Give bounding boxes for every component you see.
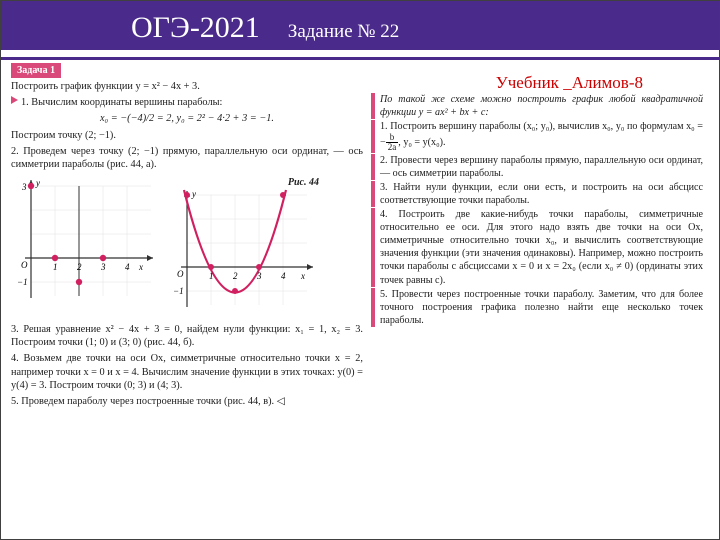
svg-text:y: y	[191, 189, 196, 199]
svg-text:−1: −1	[173, 286, 184, 296]
triangle-bullet-icon	[11, 96, 18, 104]
slide-header: ОГЭ-2021 Задание № 22	[1, 1, 719, 57]
task-label-badge: Задача 1	[11, 63, 61, 78]
svg-text:−1: −1	[17, 277, 28, 287]
svg-text:O: O	[21, 260, 28, 270]
svg-text:x: x	[138, 262, 143, 272]
figure-44-label: Рис. 44	[288, 176, 327, 189]
step4: 4. Возьмем две точки на оси Ox, симметри…	[11, 352, 363, 393]
step1-lead: 1. Вычислим координаты вершины параболы:	[11, 96, 363, 110]
title-main: ОГЭ-2021	[131, 11, 260, 45]
figure-44a: 3 −1 O 1 2 3 4 x y	[11, 176, 161, 316]
step3: 3. Решая уравнение x² − 4x + 3 = 0, найд…	[11, 323, 363, 350]
svg-text:3: 3	[100, 262, 106, 272]
step5: 5. Проведем параболу через построенные т…	[11, 395, 363, 409]
header-underline	[1, 57, 719, 60]
pink-bar-icon	[371, 288, 375, 327]
right-intro: По такой же схеме можно построить график…	[380, 93, 703, 119]
pink-bar-icon	[371, 181, 375, 207]
svg-text:O: O	[177, 269, 184, 279]
right-step5: 5. Провести через построенные точки пара…	[380, 288, 703, 327]
right-step1: 1. Построить вершину параболы (x₀; y₀), …	[380, 120, 703, 152]
textbook-reference: Учебник _Алимов-8	[496, 73, 643, 93]
figures-row: 3 −1 O 1 2 3 4 x y Рис. 44	[11, 176, 363, 319]
svg-text:y: y	[35, 178, 40, 188]
svg-text:2: 2	[77, 262, 82, 272]
right-column: По такой же схеме можно построить график…	[371, 63, 703, 410]
step1-formula: x₀ = −(−4)/2 = 2, y₀ = 2² − 4·2 + 3 = −1…	[11, 112, 363, 126]
right-step4: 4. Построить две какие-нибудь точки пара…	[380, 208, 703, 287]
svg-text:4: 4	[281, 271, 286, 281]
task-heading: Задача 1	[11, 63, 363, 80]
svg-text:3: 3	[21, 182, 27, 192]
pink-bar-icon	[371, 208, 375, 287]
svg-text:2: 2	[233, 271, 238, 281]
content-area: Задача 1 Построить график функции y = x²…	[1, 57, 719, 410]
pink-bar-icon	[371, 154, 375, 180]
svg-text:4: 4	[125, 262, 130, 272]
title-sub: Задание № 22	[288, 21, 399, 43]
right-step3: 3. Найти нули функции, если они есть, и …	[380, 181, 703, 207]
task-text: Построить график функции y = x² − 4x + 3…	[11, 80, 363, 94]
right-step2: 2. Провести через вершину параболы пряму…	[380, 154, 703, 180]
pink-bar-icon	[371, 120, 375, 152]
svg-text:x: x	[300, 271, 305, 281]
svg-text:3: 3	[256, 271, 262, 281]
figure-44b: −1 O 1 2 3 4 x y	[167, 189, 327, 319]
pink-bar-icon	[371, 93, 375, 119]
svg-text:1: 1	[53, 262, 58, 272]
step1-point: Построим точку (2; −1).	[11, 129, 363, 143]
step2: 2. Проведем через точку (2; −1) прямую, …	[11, 145, 363, 172]
svg-text:1: 1	[209, 271, 214, 281]
left-column: Задача 1 Построить график функции y = x²…	[11, 63, 363, 410]
